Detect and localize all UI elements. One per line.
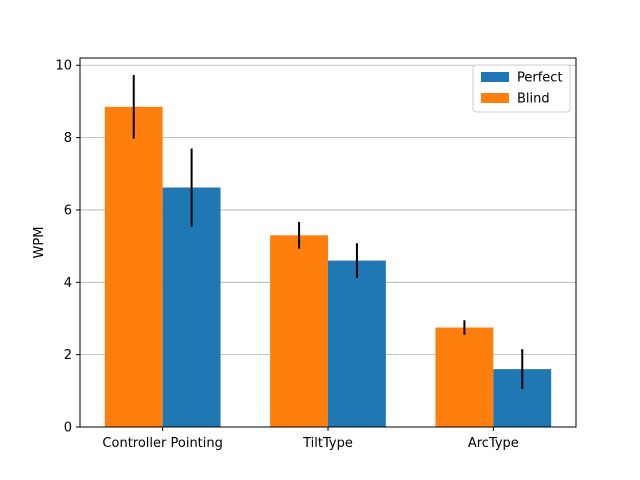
y-tick-label: 6 [64, 203, 72, 218]
x-axis-ticks: Controller Pointing TiltType ArcType [102, 427, 519, 451]
legend-label: Perfect [517, 71, 563, 86]
bar [104, 106, 163, 428]
y-axis-ticks: 0 2 4 6 8 10 [55, 59, 80, 436]
bar [328, 260, 386, 427]
error-bars [132, 75, 524, 390]
legend-swatch [481, 93, 509, 103]
x-tick-label: ArcType [468, 436, 519, 451]
bars [104, 106, 552, 428]
y-tick-label: 2 [64, 348, 72, 363]
y-tick-label: 0 [64, 421, 72, 436]
x-tick-label: TiltType [302, 436, 353, 451]
y-axis-label: WPM [32, 227, 47, 259]
legend-label: Blind [517, 92, 550, 107]
bar [435, 327, 494, 427]
bar [162, 187, 221, 427]
y-tick-label: 8 [64, 131, 72, 146]
y-tick-label: 10 [55, 59, 72, 74]
bar [270, 235, 328, 427]
x-tick-label: Controller Pointing [102, 436, 222, 451]
legend: Perfect Blind [472, 64, 571, 113]
y-tick-label: 4 [64, 276, 72, 291]
legend-swatch [481, 72, 509, 82]
